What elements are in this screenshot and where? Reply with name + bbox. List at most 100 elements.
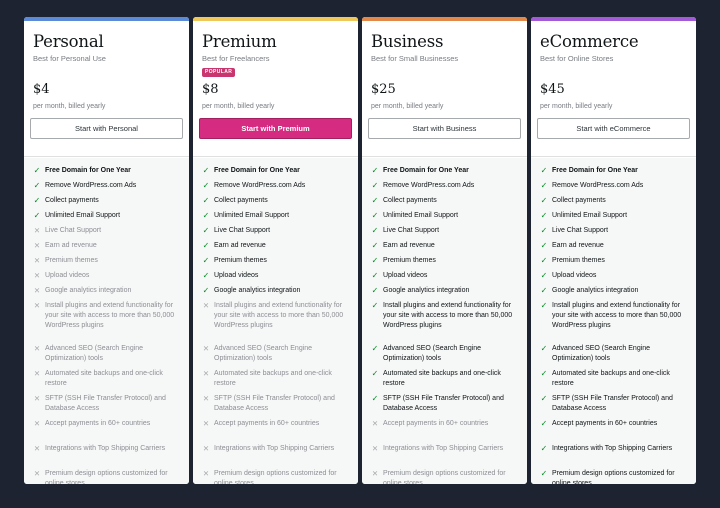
plan-price: $45 — [540, 82, 565, 97]
feature-label: Upload videos — [214, 272, 259, 279]
feature-item: ✕ Advanced SEO (Search Engine Optimizatio… — [33, 344, 183, 364]
plan-card-ecommerce: eCommerce Best for Online Stores $45 per… — [531, 17, 696, 484]
feature-label: Premium themes — [383, 257, 436, 264]
feature-item: ✓ Live Chat Support — [202, 226, 352, 236]
feature-label: Integrations with Top Shipping Carriers — [214, 445, 335, 452]
feature-label: Automated site backups and one-click res… — [552, 370, 670, 387]
check-icon: ✓ — [540, 196, 548, 205]
feature-label: Live Chat Support — [214, 227, 271, 234]
feature-item: ✕ Install plugins and extend functionalit… — [202, 301, 352, 331]
feature-item: ✓ Unlimited Email Support — [371, 211, 521, 221]
feature-item: ✓ Collect payments — [33, 196, 183, 206]
feature-label: Free Domain for One Year — [383, 167, 469, 174]
feature-label: Premium themes — [552, 257, 605, 264]
plan-name: Business — [371, 32, 444, 51]
check-icon: ✓ — [540, 271, 548, 280]
feature-item: ✓ Free Domain for One Year — [371, 166, 521, 176]
check-icon: ✓ — [371, 256, 379, 265]
feature-item: ✓ Collect payments — [371, 196, 521, 206]
feature-label: Install plugins and extend functionality… — [45, 302, 175, 329]
cross-icon: ✕ — [33, 369, 41, 378]
feature-item: ✕ Earn ad revenue — [33, 241, 183, 251]
feature-item: ✓ Advanced SEO (Search Engine Optimizatio… — [371, 344, 521, 364]
feature-item: ✓ Free Domain for One Year — [33, 166, 183, 176]
check-icon: ✓ — [33, 166, 41, 175]
feature-item: ✕ Install plugins and extend functionalit… — [33, 301, 183, 331]
check-icon: ✓ — [33, 181, 41, 190]
plan-header: Premium Best for Freelancers POPULAR $8 … — [193, 21, 358, 157]
feature-label: Earn ad revenue — [45, 242, 97, 249]
feature-item: ✓ Google analytics integration — [202, 286, 352, 296]
feature-item: ✓ Earn ad revenue — [202, 241, 352, 251]
feature-item: ✓ SFTP (SSH File Transfer Protocol) and D… — [371, 394, 521, 414]
plan-billing-note: per month, billed yearly — [540, 103, 613, 110]
check-icon: ✓ — [371, 369, 379, 378]
feature-label: Live Chat Support — [45, 227, 102, 234]
feature-item: ✓ Upload videos — [540, 271, 690, 281]
start-with-business-button[interactable]: Start with Business — [368, 118, 521, 139]
feature-label: SFTP (SSH File Transfer Protocol) and Da… — [383, 395, 504, 412]
plan-accent-bar — [531, 17, 696, 21]
feature-item: ✓ Free Domain for One Year — [202, 166, 352, 176]
plan-price: $8 — [202, 82, 219, 97]
feature-label: Google analytics integration — [383, 287, 470, 294]
check-icon: ✓ — [540, 226, 548, 235]
cross-icon: ✕ — [33, 256, 41, 265]
feature-item: ✓ Unlimited Email Support — [202, 211, 352, 221]
check-icon: ✓ — [371, 166, 379, 175]
feature-item: ✓ Earn ad revenue — [371, 241, 521, 251]
check-icon: ✓ — [540, 394, 548, 403]
start-with-personal-button[interactable]: Start with Personal — [30, 118, 183, 139]
feature-label: SFTP (SSH File Transfer Protocol) and Da… — [214, 395, 335, 412]
start-with-ecommerce-button[interactable]: Start with eCommerce — [537, 118, 690, 139]
cross-icon: ✕ — [202, 469, 210, 478]
check-icon: ✓ — [540, 166, 548, 175]
feature-label: Advanced SEO (Search Engine Optimization… — [552, 345, 651, 362]
feature-label: Automated site backups and one-click res… — [214, 370, 332, 387]
check-icon: ✓ — [371, 301, 379, 310]
feature-label: Free Domain for One Year — [45, 167, 131, 174]
plan-card-business: Business Best for Small Businesses $25 p… — [362, 17, 527, 484]
feature-item: ✕ SFTP (SSH File Transfer Protocol) and D… — [33, 394, 183, 414]
feature-label: Premium design options customized for on… — [383, 470, 506, 484]
cross-icon: ✕ — [33, 394, 41, 403]
feature-item: ✓ Install plugins and extend functionalit… — [540, 301, 690, 331]
plan-name: Premium — [202, 32, 277, 51]
feature-item: ✕ Upload videos — [33, 271, 183, 281]
feature-label: Unlimited Email Support — [383, 212, 459, 219]
feature-label: Earn ad revenue — [214, 242, 266, 249]
check-icon: ✓ — [371, 211, 379, 220]
feature-label: Unlimited Email Support — [45, 212, 121, 219]
feature-item: ✓ Remove WordPress.com Ads — [33, 181, 183, 191]
feature-item: ✓ Integrations with Top Shipping Carriers — [540, 444, 690, 454]
feature-label: Upload videos — [552, 272, 597, 279]
feature-list: ✓ Free Domain for One Year ✓ Remove WordPre… — [362, 158, 527, 484]
feature-label: Integrations with Top Shipping Carriers — [383, 445, 504, 452]
feature-label: Google analytics integration — [552, 287, 639, 294]
feature-item: ✕ Integrations with Top Shipping Carriers — [33, 444, 183, 454]
check-icon: ✓ — [202, 241, 210, 250]
plan-accent-bar — [193, 17, 358, 21]
cross-icon: ✕ — [33, 444, 41, 453]
feature-label: Advanced SEO (Search Engine Optimization… — [214, 345, 313, 362]
feature-label: Accept payments in 60+ countries — [45, 420, 151, 427]
check-icon: ✓ — [371, 181, 379, 190]
feature-item: ✓ Google analytics integration — [540, 286, 690, 296]
feature-label: Upload videos — [45, 272, 90, 279]
feature-item: ✓ Accept payments in 60+ countries — [540, 419, 690, 429]
start-with-premium-button[interactable]: Start with Premium — [199, 118, 352, 139]
feature-item: ✓ Upload videos — [202, 271, 352, 281]
cross-icon: ✕ — [33, 301, 41, 310]
cross-icon: ✕ — [33, 419, 41, 428]
plan-price: $25 — [371, 82, 396, 97]
feature-item: ✓ Live Chat Support — [540, 226, 690, 236]
feature-item: ✕ Integrations with Top Shipping Carriers — [202, 444, 352, 454]
plan-billing-note: per month, billed yearly — [202, 103, 275, 110]
feature-label: Earn ad revenue — [383, 242, 435, 249]
cross-icon: ✕ — [202, 369, 210, 378]
check-icon: ✓ — [540, 419, 548, 428]
feature-item: ✓ Remove WordPress.com Ads — [540, 181, 690, 191]
feature-item: ✕ Advanced SEO (Search Engine Optimizatio… — [202, 344, 352, 364]
feature-item: ✓ Install plugins and extend functionalit… — [371, 301, 521, 331]
plan-tagline: Best for Small Businesses — [371, 54, 459, 63]
